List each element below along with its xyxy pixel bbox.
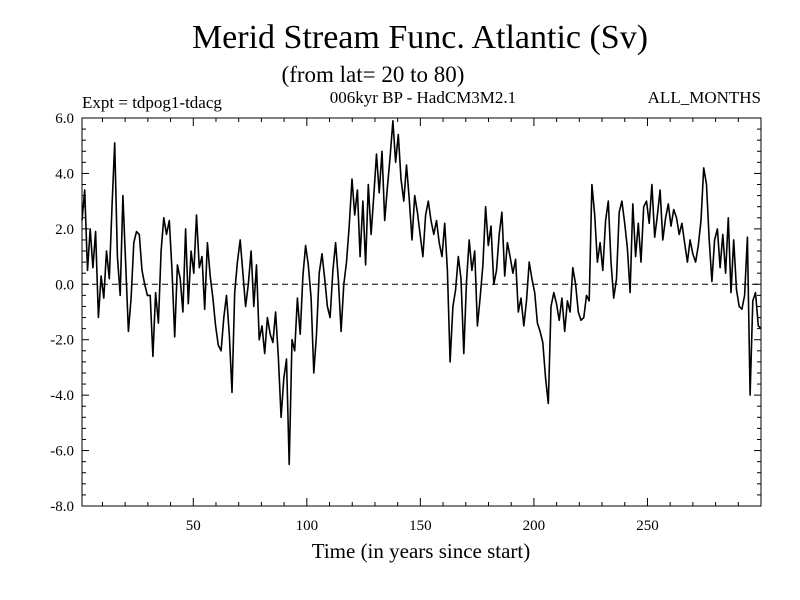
y-tick-label: -8.0 bbox=[50, 499, 74, 515]
y-tick-label: -4.0 bbox=[50, 388, 74, 404]
y-tick-label: -2.0 bbox=[50, 333, 74, 349]
x-tick-label: 50 bbox=[186, 518, 201, 534]
x-tick-label: 200 bbox=[523, 518, 546, 534]
months-label: ALL_MONTHS bbox=[648, 88, 761, 107]
x-tick-label: 100 bbox=[296, 518, 319, 534]
y-tick-label: 2.0 bbox=[55, 222, 74, 238]
x-tick-label: 150 bbox=[409, 518, 432, 534]
y-tick-label: -6.0 bbox=[50, 444, 74, 460]
chart-title: Merid Stream Func. Atlantic (Sv) bbox=[192, 19, 648, 56]
expt-label: Expt = tdpog1-tdacg bbox=[82, 93, 222, 112]
model-label: 006kyr BP - HadCM3M2.1 bbox=[330, 88, 516, 107]
chart-subtitle: (from lat= 20 to 80) bbox=[282, 62, 465, 87]
plot-frame bbox=[81, 117, 762, 507]
y-tick-label: 4.0 bbox=[55, 166, 74, 182]
y-tick-label: 6.0 bbox=[55, 111, 74, 127]
stream-function-series-line bbox=[81, 120, 762, 466]
y-tick-label: 0.0 bbox=[55, 277, 74, 293]
x-axis-label: Time (in years since start) bbox=[312, 539, 531, 563]
x-tick-label: 250 bbox=[636, 518, 659, 534]
